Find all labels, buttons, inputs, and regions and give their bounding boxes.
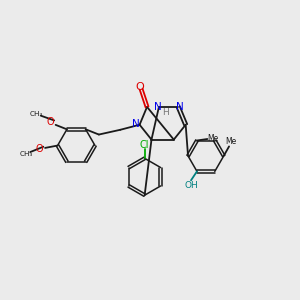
Text: H: H <box>162 108 169 117</box>
Text: O: O <box>135 82 144 92</box>
Text: O: O <box>35 144 43 154</box>
Text: CH₃: CH₃ <box>30 111 43 117</box>
Text: Me: Me <box>207 134 219 143</box>
Text: N: N <box>154 102 162 112</box>
Text: N: N <box>132 119 140 129</box>
Text: Me: Me <box>226 137 237 146</box>
Text: CH₃: CH₃ <box>20 151 33 157</box>
Text: N: N <box>176 102 183 112</box>
Text: Cl: Cl <box>140 140 149 150</box>
Text: O: O <box>46 118 54 128</box>
Text: OH: OH <box>184 181 198 190</box>
